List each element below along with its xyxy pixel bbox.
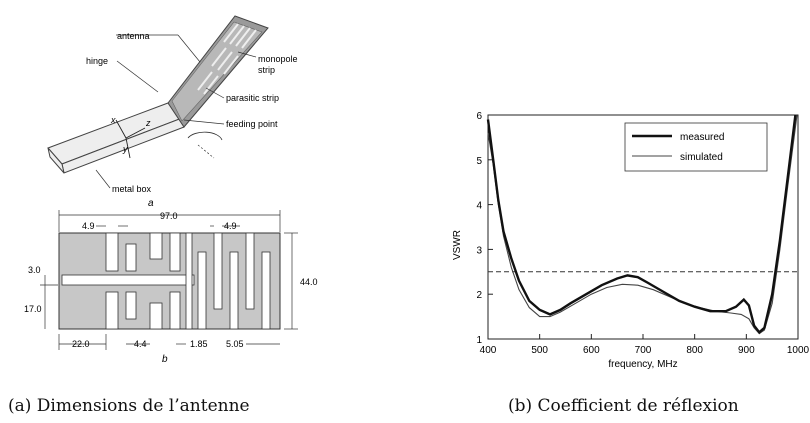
label-metal-box: metal box: [112, 184, 152, 194]
coordinate-axes: [115, 119, 146, 159]
legend-measured-label: measured: [680, 132, 724, 143]
y-tick-label: 2: [476, 290, 482, 301]
subfigure-label-b: b: [162, 354, 168, 365]
rotation-arc: [187, 131, 223, 141]
label-strip: strip: [258, 65, 275, 75]
dim-3: 3.0: [28, 265, 41, 275]
y-axis-label: VSWR: [452, 230, 463, 260]
label-monopole: monopole: [258, 54, 298, 64]
x-tick-label: 700: [635, 345, 652, 356]
label-feeding-point: feeding point: [226, 119, 278, 129]
x-tick-label: 900: [738, 345, 755, 356]
caption-b: (b) Coefficient de réflexion: [508, 396, 739, 416]
caption-a: (a) Dimensions de l’antenne: [8, 396, 250, 416]
antenna-dimension-drawing: 97.0 4.9 4.9 44.0 3.0 17.0 22.0 4.4 1.85…: [24, 210, 318, 365]
metal-box-drawing: [47, 102, 185, 174]
x-tick-label: 600: [583, 345, 600, 356]
dim-left-gap: 4.9: [82, 221, 95, 231]
dim-4-4: 4.4: [134, 339, 147, 349]
antenna-figure: antenna hinge monopole strip parasitic s…: [24, 15, 318, 365]
y-tick-label: 1: [476, 335, 482, 346]
legend-box: [624, 122, 768, 172]
y-axis: 1 2 3 4 5 6: [476, 111, 493, 346]
dim-height: 44.0: [300, 277, 318, 287]
y-tick-label: 6: [476, 111, 482, 122]
y-tick-label: 3: [476, 245, 482, 256]
antenna-3d-view: antenna hinge monopole strip parasitic s…: [47, 15, 298, 209]
series-measured-line: [486, 114, 797, 335]
vswr-chart: 1 2 3 4 5 6 400 500 600 700 800 900 1000 VSWR frequ…: [452, 111, 810, 370]
x-tick-label: 400: [480, 345, 497, 356]
dim-1-85: 1.85: [190, 339, 208, 349]
legend: measured simulated: [624, 122, 768, 172]
dim-22: 22.0: [72, 339, 90, 349]
axis-y-label: y: [122, 144, 128, 154]
label-antenna: antenna: [117, 31, 150, 41]
x-axis-label: frequency, MHz: [608, 359, 677, 370]
y-tick-label: 4: [476, 201, 482, 212]
axis-z-label: z: [145, 118, 151, 128]
x-tick-label: 1000: [787, 345, 810, 356]
y-tick-label: 5: [476, 156, 482, 167]
x-axis: 400 500 600 700 800 900 1000: [480, 334, 810, 356]
dim-17: 17.0: [24, 304, 42, 314]
dim-right-gap: 4.9: [224, 221, 237, 231]
legend-simulated-label: simulated: [680, 152, 723, 163]
label-parasitic-strip: parasitic strip: [226, 93, 279, 103]
antenna-board-drawing: [167, 15, 269, 128]
subfigure-label-a: a: [148, 198, 154, 209]
dim-5-05: 5.05: [226, 339, 244, 349]
x-tick-label: 800: [686, 345, 703, 356]
label-hinge: hinge: [86, 56, 108, 66]
dim-total-width: 97.0: [160, 211, 178, 221]
axis-x-label: x: [110, 115, 116, 125]
x-tick-label: 500: [531, 345, 548, 356]
